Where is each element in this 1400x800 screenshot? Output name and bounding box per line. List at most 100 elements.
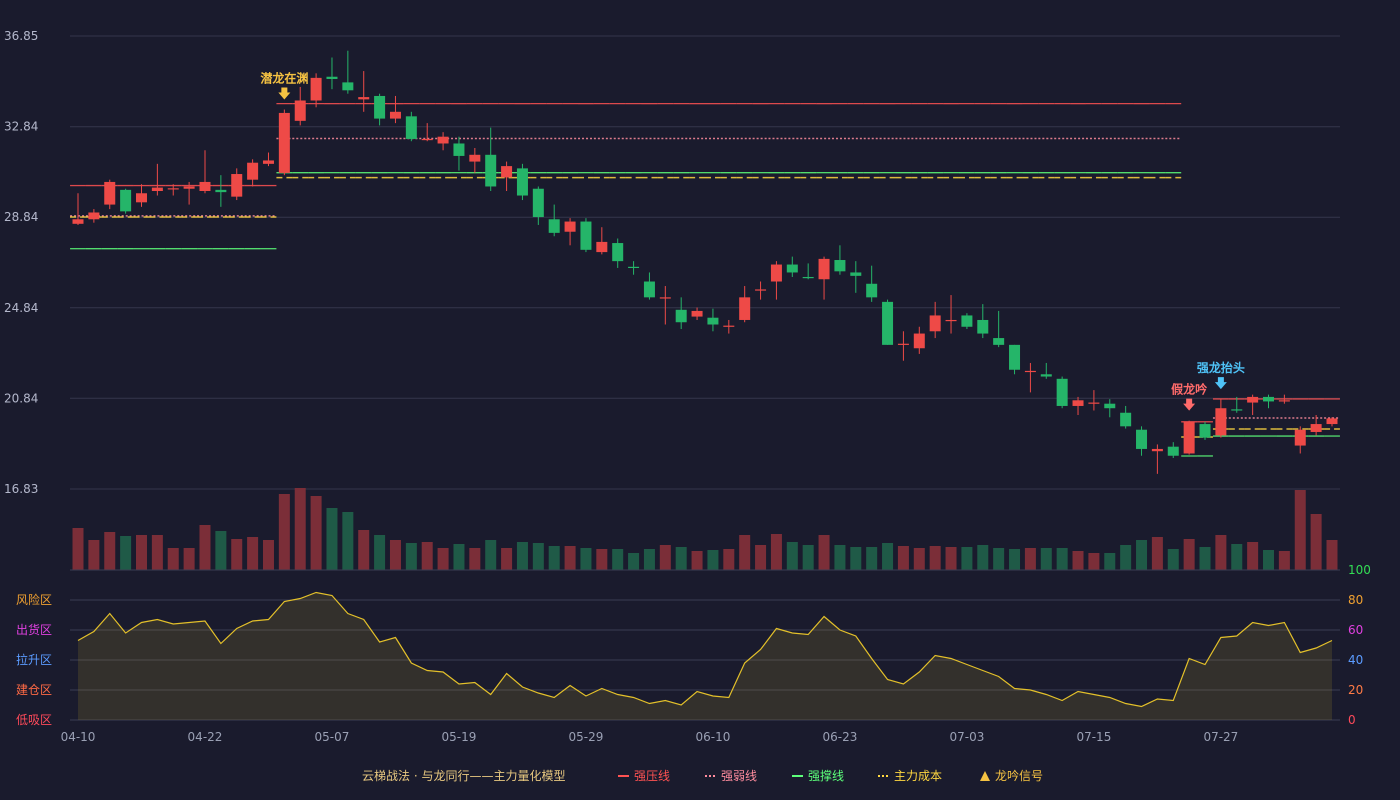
y-tick-label: 16.83 xyxy=(4,482,38,496)
candle-body xyxy=(183,186,195,189)
y2-tick-label: 80 xyxy=(1348,593,1363,607)
candle-body xyxy=(374,95,386,119)
volume-bar xyxy=(786,542,798,570)
volume-bar xyxy=(1263,550,1275,570)
candle-body xyxy=(215,189,227,193)
y2-tick-label: 0 xyxy=(1348,713,1356,727)
candle-body xyxy=(612,243,624,262)
volume-bar xyxy=(818,535,830,570)
candle-body xyxy=(1009,344,1021,370)
candle-body xyxy=(342,82,354,91)
candle-body xyxy=(88,212,100,220)
x-tick-label: 06-23 xyxy=(822,730,857,744)
y2-tick-label: 40 xyxy=(1348,653,1363,667)
volume-bar xyxy=(183,548,195,570)
volume-bar xyxy=(358,530,370,570)
candle-body xyxy=(897,343,909,345)
x-tick-label: 05-19 xyxy=(442,730,477,744)
volume-bar xyxy=(1088,553,1100,570)
volume-bar xyxy=(643,549,655,570)
candle-body xyxy=(199,181,211,191)
volume-bar xyxy=(199,525,211,570)
candle-body xyxy=(1120,412,1132,427)
candle-body xyxy=(1326,418,1338,425)
candle-body xyxy=(247,162,259,180)
legend-swatch xyxy=(980,771,990,781)
x-tick-label: 04-10 xyxy=(61,730,96,744)
volume-bar xyxy=(1231,544,1243,570)
candle-body xyxy=(453,143,465,156)
candle-body xyxy=(548,219,560,233)
candle-body xyxy=(485,154,497,187)
candle-body xyxy=(818,258,830,280)
y-tick-label: 28.84 xyxy=(4,210,38,224)
y2-tick-label: 60 xyxy=(1348,623,1363,637)
zone-label: 拉升区 xyxy=(16,652,52,667)
volume-bar xyxy=(580,548,592,570)
candle-body xyxy=(659,297,671,299)
volume-bar xyxy=(1072,551,1084,570)
candle-body xyxy=(1088,402,1100,404)
volume-bar xyxy=(1056,548,1068,570)
volume-bar xyxy=(72,528,84,570)
candle-body xyxy=(580,221,592,250)
volume-bar xyxy=(389,540,401,570)
volume-bar xyxy=(532,543,544,570)
candle-body xyxy=(755,289,767,291)
volume-bar xyxy=(405,543,417,570)
candle-body xyxy=(691,310,703,317)
candle-body xyxy=(564,221,576,232)
legend-label: 主力成本 xyxy=(894,769,942,783)
candle-body xyxy=(262,160,274,164)
candle-body xyxy=(1294,429,1306,446)
volume-bar xyxy=(215,531,227,570)
volume-bar xyxy=(1247,542,1259,570)
volume-bar xyxy=(548,546,560,570)
candle-body xyxy=(770,264,782,282)
candle-body xyxy=(310,77,322,101)
candle-body xyxy=(1278,400,1290,402)
volume-bar xyxy=(977,545,989,570)
candle-body xyxy=(1215,408,1227,436)
volume-bar xyxy=(834,545,846,570)
zone-label: 风险区 xyxy=(16,592,52,607)
x-tick-label: 05-29 xyxy=(569,730,604,744)
volume-bar xyxy=(739,535,751,570)
y-tick-label: 32.84 xyxy=(4,120,38,134)
x-tick-label: 07-03 xyxy=(949,730,984,744)
volume-bar xyxy=(1294,490,1306,570)
candle-body xyxy=(1104,403,1116,409)
zone-label: 出货区 xyxy=(16,622,52,637)
volume-bar xyxy=(1040,548,1052,570)
signal-arrow xyxy=(1183,398,1196,411)
candle-body xyxy=(389,111,401,119)
signal-label: 强龙抬头 xyxy=(1197,360,1245,375)
volume-bar xyxy=(1183,539,1195,570)
candle-body xyxy=(167,188,179,190)
candle-body xyxy=(913,333,925,349)
volume-bar xyxy=(437,548,449,570)
signal-arrow xyxy=(1214,377,1227,390)
signal-label: 潜龙在渊 xyxy=(260,71,308,86)
legend-label: 龙吟信号 xyxy=(995,768,1043,783)
volume-bar xyxy=(453,544,465,570)
candle-body xyxy=(1072,400,1084,406)
candle-body xyxy=(723,325,735,327)
candle-body xyxy=(1167,446,1179,456)
candle-body xyxy=(231,174,243,197)
volume-bar xyxy=(278,494,290,570)
candle-body xyxy=(675,309,687,323)
legend-title: 云梯战法 · 与龙同行——主力量化模型 xyxy=(362,769,565,783)
candle-body xyxy=(1136,429,1148,449)
candle-body xyxy=(469,154,481,162)
y2-tick-label: 100 xyxy=(1348,563,1371,577)
volume-bar xyxy=(151,535,163,570)
volume-bar xyxy=(135,535,147,570)
candle-body xyxy=(72,219,84,224)
candle-body xyxy=(961,315,973,327)
legend-label: 强弱线 xyxy=(721,769,757,783)
legend-label: 强撑线 xyxy=(808,768,844,783)
volume-bar xyxy=(1120,545,1132,570)
volume-bar xyxy=(310,496,322,570)
